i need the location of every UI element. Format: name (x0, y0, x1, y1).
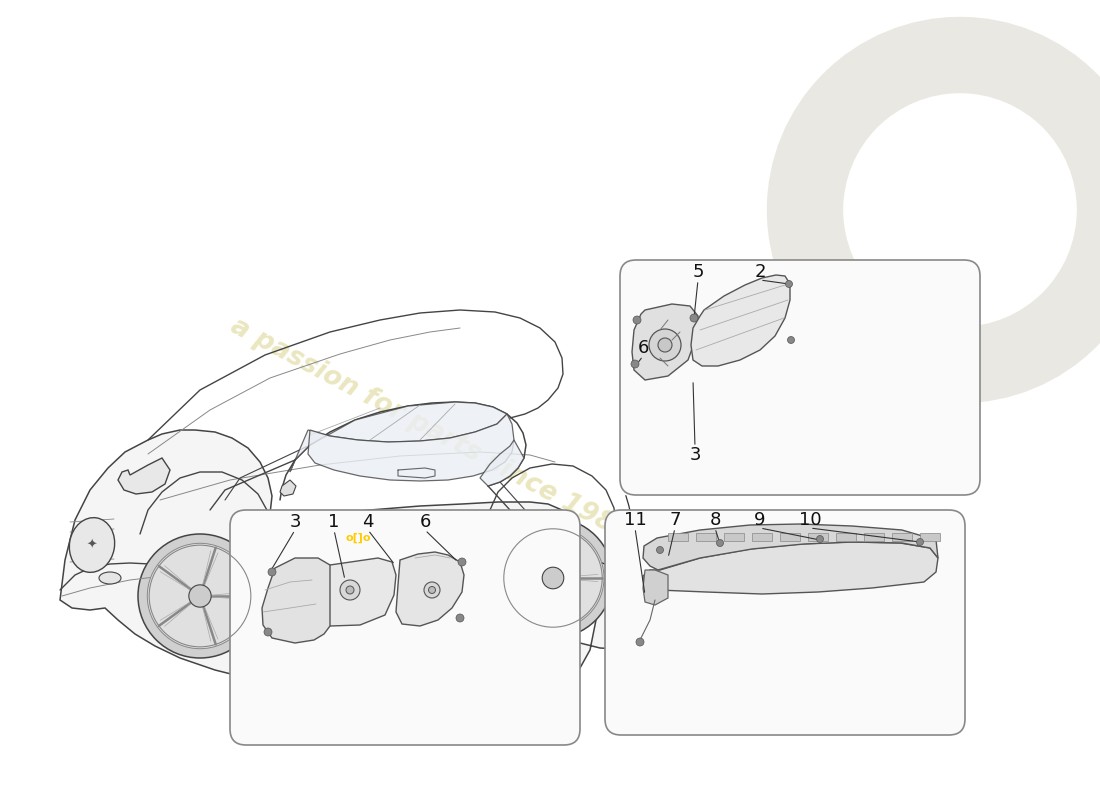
Polygon shape (118, 458, 170, 494)
Text: a passion for parts since 1985: a passion for parts since 1985 (226, 314, 634, 546)
Polygon shape (616, 614, 682, 644)
Bar (668, 533, 688, 541)
Polygon shape (290, 402, 507, 472)
Ellipse shape (69, 518, 114, 572)
Circle shape (340, 580, 360, 600)
Circle shape (631, 360, 639, 368)
Polygon shape (691, 275, 790, 366)
Circle shape (493, 518, 613, 638)
Circle shape (542, 567, 564, 589)
FancyBboxPatch shape (620, 260, 980, 495)
Polygon shape (262, 558, 330, 643)
Polygon shape (644, 542, 938, 594)
Circle shape (264, 628, 272, 636)
Polygon shape (396, 552, 464, 626)
Circle shape (502, 527, 604, 629)
Text: ✦: ✦ (87, 538, 97, 551)
Text: 4: 4 (362, 513, 374, 531)
Text: 7: 7 (669, 511, 681, 529)
FancyBboxPatch shape (605, 510, 965, 735)
Circle shape (916, 538, 924, 546)
Bar (864, 533, 884, 541)
Circle shape (456, 614, 464, 622)
Circle shape (788, 337, 794, 343)
Bar (892, 533, 912, 541)
Circle shape (458, 558, 466, 566)
Text: 9: 9 (755, 511, 766, 529)
Circle shape (429, 586, 436, 594)
Circle shape (147, 543, 253, 649)
Text: 6: 6 (419, 513, 431, 531)
Text: 10: 10 (799, 511, 822, 529)
Text: 8: 8 (710, 511, 720, 529)
Bar (836, 533, 856, 541)
Circle shape (632, 316, 641, 324)
Circle shape (649, 329, 681, 361)
Polygon shape (60, 430, 682, 700)
Bar (808, 533, 828, 541)
Polygon shape (308, 414, 514, 481)
Polygon shape (644, 524, 938, 570)
Polygon shape (480, 440, 524, 486)
Circle shape (138, 534, 262, 658)
Text: 3: 3 (690, 446, 701, 464)
Polygon shape (312, 558, 396, 626)
Circle shape (657, 546, 663, 554)
Text: 3: 3 (289, 513, 300, 531)
Text: 11: 11 (624, 511, 647, 529)
Text: 1: 1 (328, 513, 340, 531)
FancyBboxPatch shape (230, 510, 580, 745)
Circle shape (346, 586, 354, 594)
Bar (724, 533, 744, 541)
Ellipse shape (99, 572, 121, 584)
Circle shape (690, 314, 698, 322)
Bar (752, 533, 772, 541)
Circle shape (658, 338, 672, 352)
Polygon shape (280, 480, 296, 496)
Polygon shape (632, 304, 698, 380)
Polygon shape (644, 570, 668, 605)
Text: 6: 6 (637, 339, 649, 357)
Circle shape (816, 535, 824, 542)
Circle shape (424, 582, 440, 598)
Circle shape (716, 539, 724, 546)
Bar (920, 533, 940, 541)
Bar (780, 533, 800, 541)
Polygon shape (630, 542, 678, 580)
Bar (696, 533, 716, 541)
Text: 5: 5 (692, 263, 704, 281)
Circle shape (785, 281, 792, 287)
Text: 1985: 1985 (739, 311, 901, 369)
Circle shape (268, 568, 276, 576)
Circle shape (189, 585, 211, 607)
Circle shape (636, 638, 644, 646)
Text: 2: 2 (755, 263, 766, 281)
Text: o[]o: o[]o (345, 533, 371, 543)
